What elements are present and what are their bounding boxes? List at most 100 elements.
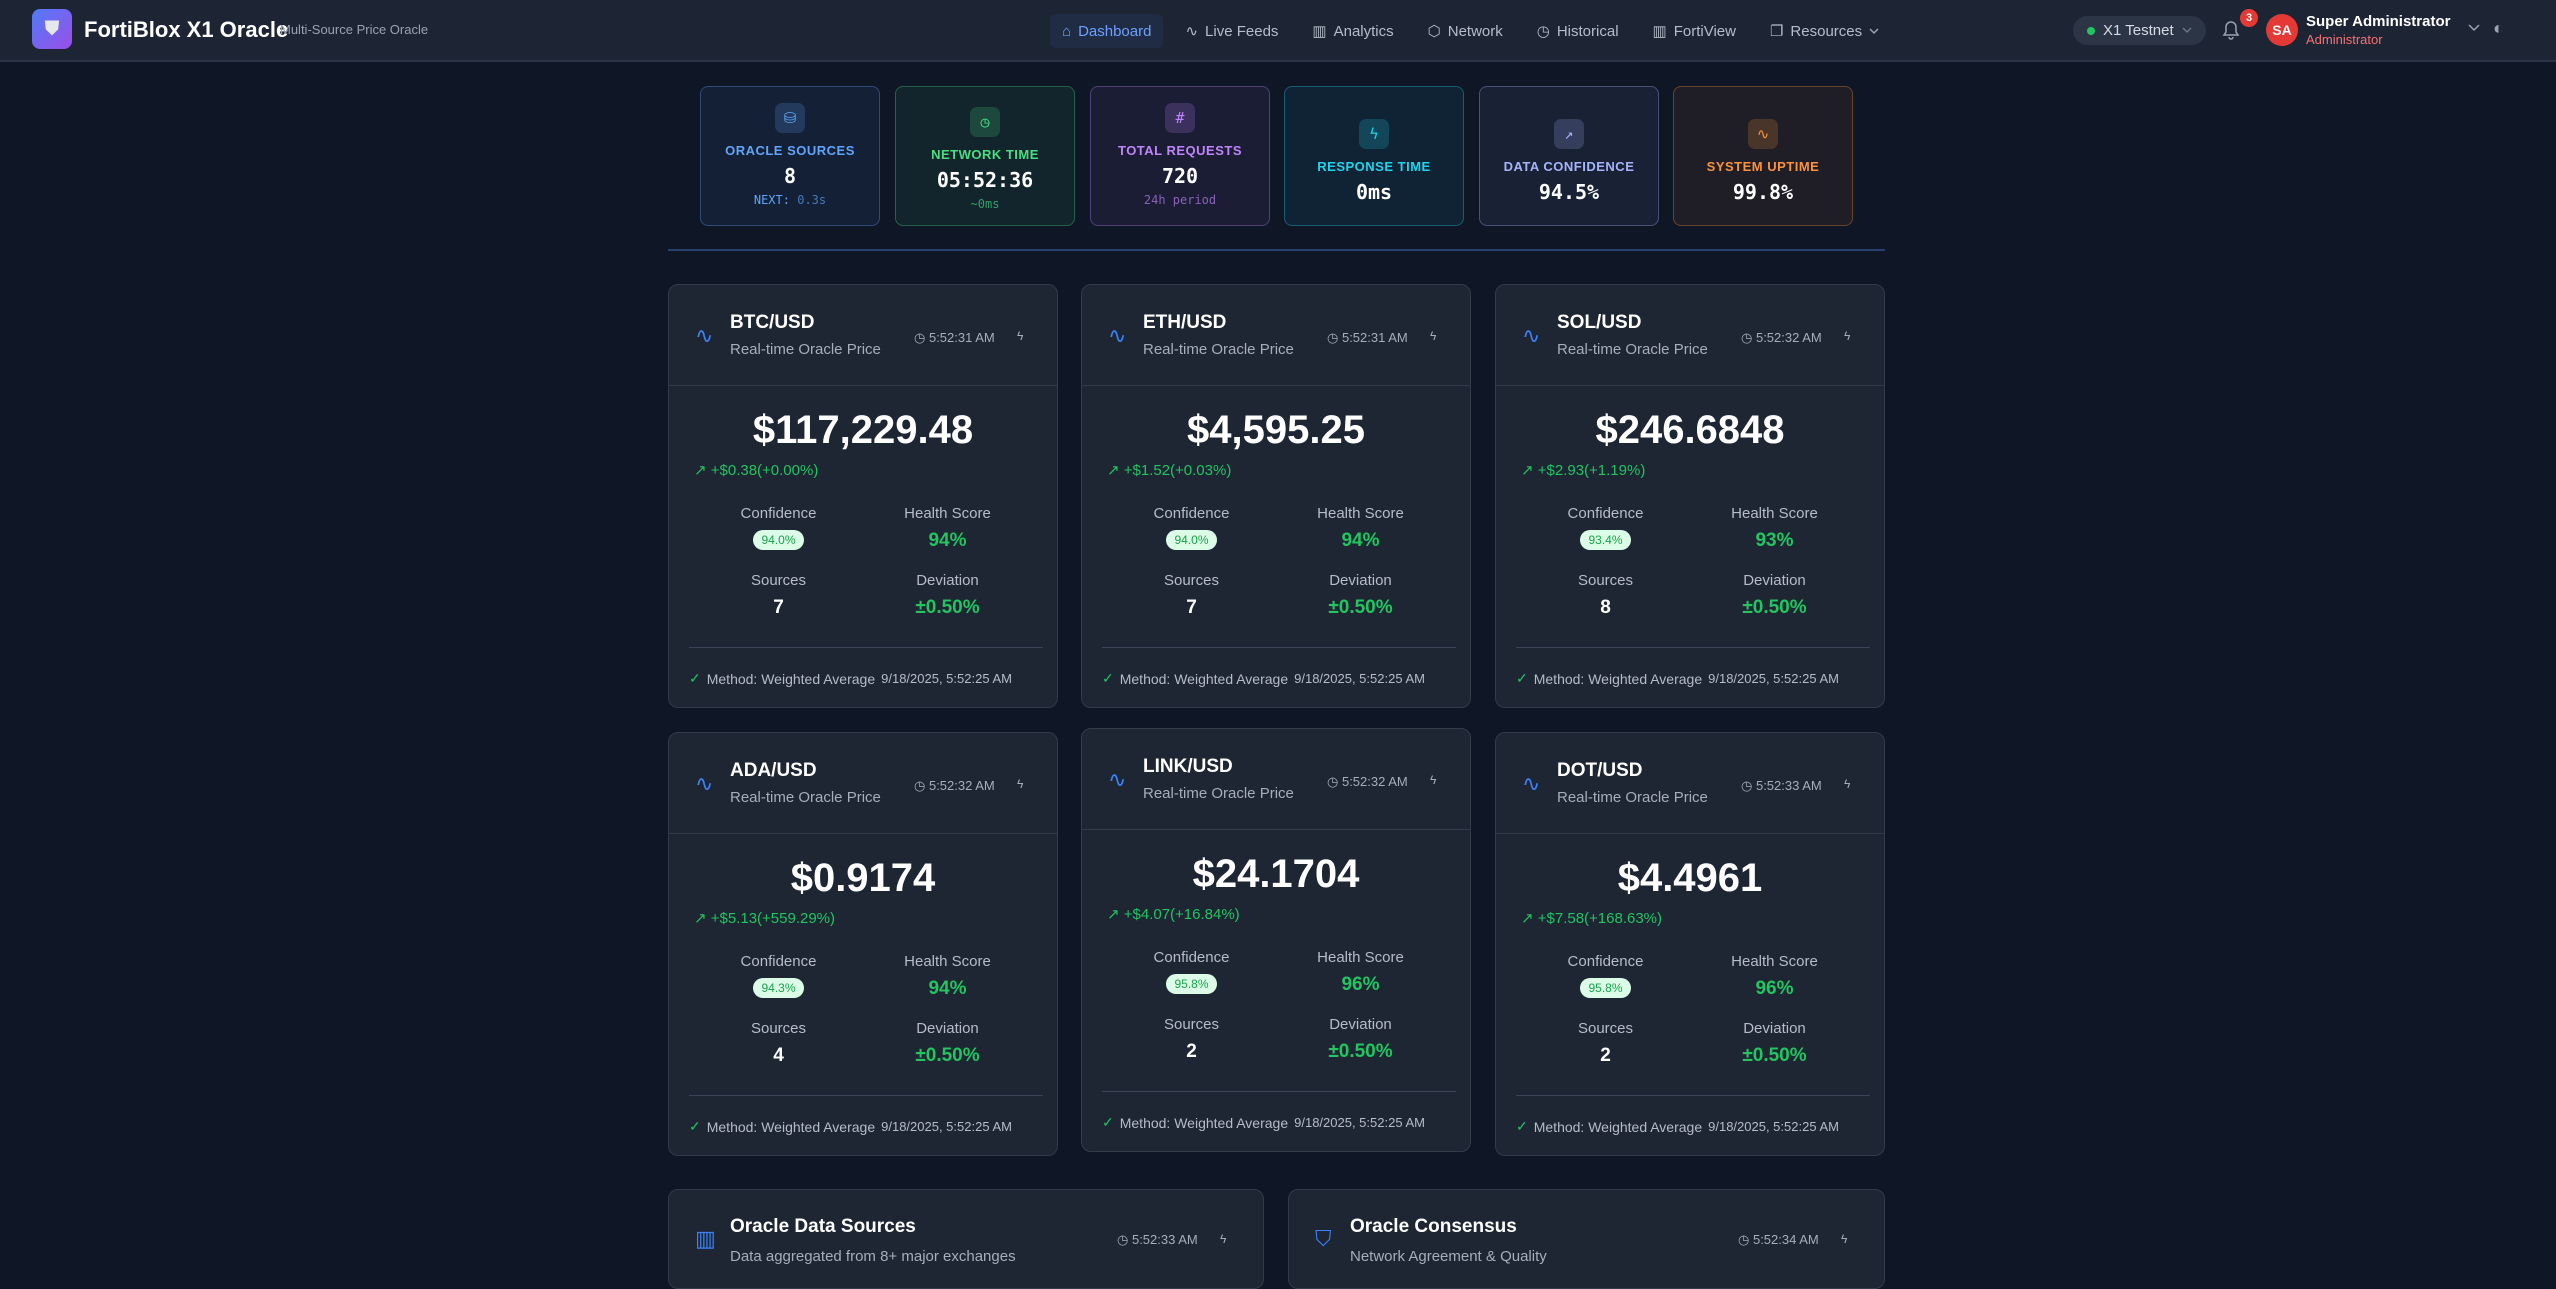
avatar[interactable]: SA (2266, 14, 2298, 46)
method-label: Method: Weighted Average (706, 1118, 876, 1135)
price-card-link-usd[interactable]: ∿ LINK/USD Real-time Oracle Price ◷ 5:52… (1081, 728, 1471, 1152)
price-card-sol-usd[interactable]: ∿ SOL/USD Real-time Oracle Price ◷ 5:52:… (1495, 284, 1885, 708)
stat-label: SYSTEM UPTIME (1706, 159, 1820, 174)
update-time: ◷ 5:52:32 AM (1741, 330, 1822, 345)
method-label: Method: Weighted Average (1119, 1114, 1289, 1131)
clock-icon: ◷ (1117, 1232, 1129, 1247)
sources-value: 2 (1186, 1041, 1197, 1062)
price-card-btc-usd[interactable]: ∿ BTC/USD Real-time Oracle Price ◷ 5:52:… (668, 284, 1058, 708)
price-card-ada-usd[interactable]: ∿ ADA/USD Real-time Oracle Price ◷ 5:52:… (668, 732, 1058, 1156)
price-change: ↗ +$0.38(+0.00%) (694, 462, 819, 479)
sources-value: 7 (1186, 597, 1197, 618)
zap-icon[interactable]: ϟ (1841, 1232, 1848, 1246)
stat-card-network-time: ◷ NETWORK TIME 05:52:36 ~0ms (895, 86, 1075, 226)
network-selector[interactable]: X1 Testnet (2073, 16, 2206, 45)
zap-icon[interactable]: ϟ (1017, 329, 1024, 343)
user-name[interactable]: Super Administrator (2306, 13, 2451, 30)
nav-icon: ▥ (1652, 23, 1667, 40)
nav-network[interactable]: ⬡ Network (1416, 14, 1515, 48)
check-circle-icon: ✓ (1516, 1118, 1528, 1134)
confidence-label: Confidence (1567, 953, 1644, 970)
hash-icon: # (1165, 103, 1195, 133)
chevron-down-icon (2182, 27, 2192, 34)
nav-label: Analytics (1333, 22, 1394, 40)
bell-icon[interactable] (2222, 20, 2240, 40)
price-change: ↗ +$5.13(+559.29%) (694, 910, 836, 927)
nav-dashboard[interactable]: ⌂ Dashboard (1050, 14, 1164, 48)
deviation-value: ±0.50% (915, 1045, 980, 1066)
stat-label: NETWORK TIME (931, 147, 1039, 162)
stat-value: 05:52:36 (936, 168, 1034, 192)
nav-analytics[interactable]: ▥ Analytics (1300, 14, 1405, 48)
zap-icon[interactable]: ϟ (1430, 773, 1437, 787)
price-value: $0.9174 (790, 856, 936, 900)
price-change: ↗ +$4.07(+16.84%) (1107, 906, 1240, 923)
stat-subtext: 24h period (1143, 193, 1217, 207)
sources-label: Sources (1163, 572, 1220, 589)
zap-icon[interactable]: ϟ (1844, 329, 1851, 343)
deviation-label: Deviation (1329, 572, 1392, 589)
update-time: ◷ 5:52:31 AM (914, 330, 995, 345)
stat-label: ORACLE SOURCES (725, 143, 855, 158)
health-value: 94% (928, 978, 967, 999)
logo-icon[interactable]: ⛊ (32, 9, 72, 49)
palette-icon[interactable]: ◐ (2493, 18, 2504, 38)
method-label: Method: Weighted Average (1533, 670, 1703, 687)
confidence-badge: 95.8% (1580, 978, 1631, 998)
zap-icon[interactable]: ϟ (1017, 777, 1024, 791)
deviation-value: ±0.50% (1742, 597, 1807, 618)
update-time: ◷ 5:52:31 AM (1327, 330, 1408, 345)
trend-icon: ↗ (1554, 119, 1584, 149)
sources-label: Sources (1577, 1020, 1634, 1037)
stat-card-data-confidence: ↗ DATA CONFIDENCE 94.5% (1479, 86, 1659, 226)
last-updated: 9/18/2025, 5:52:25 AM (1708, 671, 1839, 686)
zap-icon[interactable]: ϟ (1844, 777, 1851, 791)
app-tagline: Multi-Source Price Oracle (280, 22, 429, 37)
clock-icon: ◷ (1738, 1232, 1750, 1247)
nav-live-feeds[interactable]: ∿ Live Feeds (1173, 14, 1290, 48)
check-circle-icon: ✓ (689, 1118, 701, 1134)
activity-icon: ∿ (1522, 771, 1541, 796)
health-value: 94% (928, 530, 967, 551)
card-subtitle: Real-time Oracle Price (1557, 789, 1708, 806)
chevron-down-icon[interactable] (2468, 24, 2480, 32)
nav-historical[interactable]: ◷ Historical (1525, 14, 1631, 48)
check-circle-icon: ✓ (689, 670, 701, 686)
trending-up-icon: ↗ (1107, 906, 1120, 923)
method-label: Method: Weighted Average (706, 670, 876, 687)
deviation-value: ±0.50% (915, 597, 980, 618)
database-icon: ⛁ (775, 103, 805, 133)
panel-subtitle: Network Agreement & Quality (1350, 1248, 1547, 1265)
nav-resources[interactable]: ❐ Resources (1758, 14, 1891, 48)
activity-icon: ∿ (695, 771, 714, 796)
stat-card-oracle-sources: ⛁ ORACLE SOURCES 8 NEXT: 0.3s (700, 86, 880, 226)
confidence-label: Confidence (740, 953, 817, 970)
health-value: 96% (1341, 974, 1380, 995)
price-value: $24.1704 (1192, 852, 1360, 896)
zap-icon[interactable]: ϟ (1430, 329, 1437, 343)
health-value: 96% (1755, 978, 1794, 999)
confidence-label: Confidence (1567, 505, 1644, 522)
price-card-dot-usd[interactable]: ∿ DOT/USD Real-time Oracle Price ◷ 5:52:… (1495, 732, 1885, 1156)
update-time: ◷ 5:52:33 AM (1741, 778, 1822, 793)
sources-label: Sources (1163, 1016, 1220, 1033)
chevron-down-icon (1869, 27, 1879, 34)
panel-oracle-consensus: ⛉ Oracle Consensus Network Agreement & Q… (1288, 1189, 1885, 1289)
zap-icon[interactable]: ϟ (1220, 1232, 1227, 1246)
stat-value: 720 (1161, 164, 1199, 188)
deviation-label: Deviation (916, 1020, 979, 1037)
stat-label: TOTAL REQUESTS (1117, 143, 1242, 158)
last-updated: 9/18/2025, 5:52:25 AM (1708, 1119, 1839, 1134)
nav-fortiview[interactable]: ▥ FortiView (1641, 14, 1748, 48)
nav-icon: ▥ (1312, 23, 1327, 40)
last-updated: 9/18/2025, 5:52:25 AM (1294, 1115, 1425, 1130)
clock-icon: ◷ (970, 107, 1000, 137)
app-title: FortiBlox X1 Oracle (84, 17, 289, 42)
stat-label: DATA CONFIDENCE (1503, 159, 1635, 174)
price-value: $4.4961 (1617, 856, 1763, 900)
update-time: ◷ 5:52:34 AM (1738, 1232, 1819, 1247)
price-card-eth-usd[interactable]: ∿ ETH/USD Real-time Oracle Price ◷ 5:52:… (1081, 284, 1471, 708)
deviation-label: Deviation (916, 572, 979, 589)
sources-label: Sources (750, 1020, 807, 1037)
status-dot (2087, 26, 2095, 35)
